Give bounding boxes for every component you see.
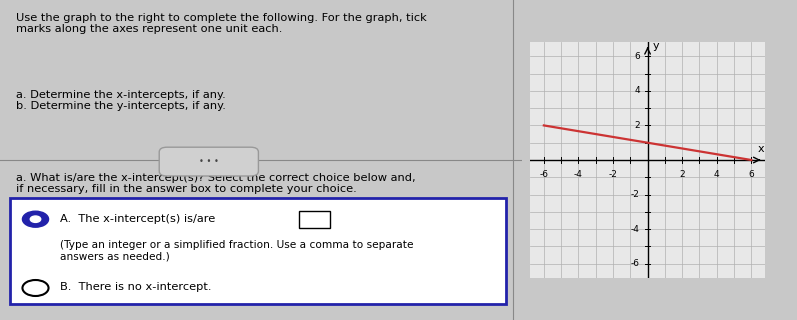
Text: (Type an integer or a simplified fraction. Use a comma to separate
answers as ne: (Type an integer or a simplified fractio… — [60, 240, 414, 262]
Circle shape — [30, 216, 41, 222]
FancyBboxPatch shape — [299, 211, 330, 228]
Text: 2: 2 — [634, 121, 640, 130]
Text: B.  There is no x-intercept.: B. There is no x-intercept. — [60, 282, 211, 292]
Text: a. What is/are the x-intercept(s)? Select the correct choice below and,
if neces: a. What is/are the x-intercept(s)? Selec… — [16, 173, 415, 194]
Text: A.  The x-intercept(s) is/are: A. The x-intercept(s) is/are — [60, 213, 215, 224]
Circle shape — [22, 280, 49, 296]
Text: Use the graph to the right to complete the following. For the graph, tick
marks : Use the graph to the right to complete t… — [16, 13, 426, 35]
FancyBboxPatch shape — [159, 147, 258, 176]
Text: 4: 4 — [634, 86, 640, 95]
Text: -2: -2 — [631, 190, 640, 199]
Text: 2: 2 — [679, 170, 685, 179]
Circle shape — [22, 211, 49, 227]
Text: x: x — [757, 144, 764, 154]
Text: -6: -6 — [540, 170, 548, 179]
Text: 4: 4 — [714, 170, 720, 179]
Text: -6: -6 — [630, 259, 640, 268]
Text: y: y — [653, 41, 659, 51]
Text: -2: -2 — [609, 170, 618, 179]
Text: • • •: • • • — [199, 157, 218, 166]
FancyBboxPatch shape — [10, 198, 506, 304]
Text: 6: 6 — [634, 52, 640, 61]
Text: -4: -4 — [631, 225, 640, 234]
Text: a. Determine the x-intercepts, if any.
b. Determine the y-intercepts, if any.: a. Determine the x-intercepts, if any. b… — [16, 90, 226, 111]
Text: 6: 6 — [748, 170, 754, 179]
Text: -4: -4 — [574, 170, 583, 179]
